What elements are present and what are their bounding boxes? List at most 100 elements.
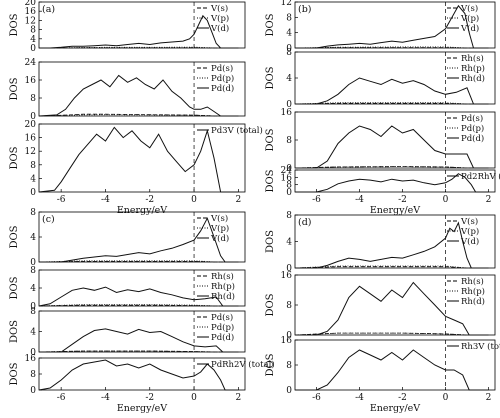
legend-label-2-0-2: V(d) — [210, 233, 229, 244]
ytick-label-3-0-2: 8 — [286, 211, 292, 221]
series-1-0-2 — [295, 4, 489, 49]
xtick-label-0-2: -2 — [145, 195, 154, 205]
ytick-label-1-3-0: 0 — [286, 188, 292, 198]
panel-frame-0-2 — [38, 123, 246, 193]
ytick-label-3-2-0: 0 — [286, 386, 292, 396]
legend-label-1-2-0: Pd(s) — [461, 113, 483, 124]
legend-label-3-0-0: V(s) — [460, 216, 478, 227]
panel-frame-1-0 — [294, 1, 496, 49]
ytick-label-2-2-1: 4 — [30, 328, 36, 338]
series-0-0-2 — [39, 14, 239, 49]
ytick-label-1-2-1: 8 — [286, 136, 292, 146]
xtick-label-3-0: -6 — [312, 393, 321, 403]
xtick-label-3-3: 0 — [443, 393, 449, 403]
legend-label-1-1-1: Rh(p) — [461, 63, 485, 74]
series-2-0-2 — [39, 217, 239, 263]
ytick-label-0-1-3: 24 — [25, 58, 37, 68]
legend-label-2-1-2: Rh(d) — [211, 291, 235, 302]
legend-label-0-2-0: Pd3V (total) — [211, 125, 263, 136]
legend-label-2-2-0: Pd(s) — [211, 312, 233, 323]
series-2-1-1 — [38, 304, 239, 307]
xtick-label-3-4: 2 — [486, 393, 492, 403]
ytick-label-2-1-0: 0 — [30, 302, 36, 312]
ytick-label-0-1-2: 16 — [25, 76, 37, 86]
ytick-label-0-1-1: 8 — [30, 94, 36, 104]
series-2-2-2 — [39, 328, 239, 353]
panel-frame-0-1 — [38, 61, 246, 117]
xtick-label-1-0: -6 — [312, 195, 321, 205]
legend-label-0-1-0: Pd(s) — [211, 63, 233, 74]
series-3-2-0 — [295, 349, 489, 391]
ytick-label-2-2-0: 0 — [30, 348, 36, 358]
xtick-label-1-2: -2 — [398, 195, 407, 205]
legend-label-1-0-2: V(d) — [460, 23, 479, 34]
ylabel-1-0: DOS — [265, 13, 276, 36]
ytick-label-0-2-2: 8 — [30, 161, 36, 171]
xtick-label-1-3: 0 — [443, 195, 449, 205]
legend-label-2-3-0: PdRh2V (total) — [211, 359, 275, 370]
legend-label-1-1-2: Rh(d) — [461, 73, 485, 84]
series-1-3-0 — [295, 173, 489, 193]
ytick-label-2-3-1: 8 — [30, 370, 36, 380]
legend-label-1-0-0: V(s) — [460, 3, 478, 14]
legend-label-2-0-1: V(p) — [210, 223, 229, 234]
xtick-label-2-4: 2 — [235, 393, 241, 403]
xlabel-1: Energy/eV — [370, 205, 420, 216]
ylabel-3-1: DOS — [265, 293, 276, 316]
legend-label-3-1-0: Rh(s) — [461, 276, 484, 287]
ytick-label-2-1-2: 8 — [30, 266, 36, 276]
panel-tag-2: (c) — [42, 214, 55, 225]
xtick-label-2-3: 0 — [191, 393, 197, 403]
legend-label-2-1-0: Rh(s) — [211, 271, 234, 282]
xtick-label-2-2: -2 — [145, 393, 154, 403]
series-3-1-2 — [295, 281, 489, 336]
xtick-label-2-0: -6 — [57, 393, 66, 403]
xlabel-0: Energy/eV — [117, 205, 167, 216]
ytick-label-2-3-0: 0 — [30, 386, 36, 396]
ytick-label-0-0-0: 0 — [30, 44, 36, 54]
legend-label-3-1-1: Rh(p) — [461, 286, 485, 297]
ytick-label-0-2-5: 20 — [25, 120, 37, 130]
panel-tag-0: (a) — [42, 4, 55, 15]
legend-label-3-0-1: V(p) — [460, 226, 479, 237]
xtick-label-0-4: 2 — [235, 195, 241, 205]
xtick-label-0-1: -4 — [101, 195, 110, 205]
series-1-1-2 — [295, 77, 489, 105]
series-2-3-0 — [38, 359, 239, 391]
legend-label-2-0-0: V(s) — [210, 213, 228, 224]
ytick-label-0-2-0: 0 — [30, 188, 36, 198]
legend-label-0-0-1: V(p) — [210, 13, 229, 24]
ytick-label-1-3-3: 24 — [281, 166, 293, 176]
legend-label-1-0-1: V(p) — [460, 13, 479, 24]
xtick-label-3-2: -2 — [398, 393, 407, 403]
xtick-label-0-0: -6 — [57, 195, 66, 205]
ylabel-0-0: DOS — [9, 13, 20, 36]
series-0-1-1 — [38, 114, 239, 117]
xlabel-2: Energy/eV — [117, 403, 167, 414]
ytick-label-3-1-0: 0 — [286, 331, 292, 341]
series-1-2-1 — [294, 166, 489, 169]
series-0-0-1 — [38, 46, 239, 49]
ytick-label-1-1-1: 4 — [286, 74, 292, 84]
panel-tag-1: (b) — [298, 4, 312, 15]
ytick-label-1-3-1: 8 — [286, 181, 292, 191]
legend-label-0-1-2: Pd(d) — [211, 83, 234, 94]
ytick-label-1-1-2: 8 — [286, 48, 292, 58]
ytick-label-3-0-1: 4 — [286, 238, 292, 248]
ytick-label-1-3-2: 16 — [281, 173, 293, 183]
legend-label-1-1-0: Rh(s) — [461, 53, 484, 64]
xtick-label-0-3: 0 — [191, 195, 197, 205]
ytick-label-1-0-3: 12 — [281, 0, 292, 8]
xtick-label-2-1: -4 — [101, 393, 110, 403]
series-1-2-2 — [295, 125, 489, 169]
legend-label-3-1-2: Rh(d) — [461, 296, 485, 307]
series-0-2-0 — [38, 126, 239, 193]
ylabel-3-2: DOS — [265, 353, 276, 376]
ytick-label-1-2-2: 16 — [281, 108, 293, 118]
ytick-label-3-1-2: 16 — [281, 271, 293, 281]
ylabel-0-2: DOS — [9, 146, 20, 169]
series-3-0-1 — [294, 265, 489, 269]
series-1-0-1 — [294, 46, 489, 49]
ylabel-1-1: DOS — [265, 66, 276, 89]
ytick-label-1-0-2: 8 — [286, 13, 292, 23]
